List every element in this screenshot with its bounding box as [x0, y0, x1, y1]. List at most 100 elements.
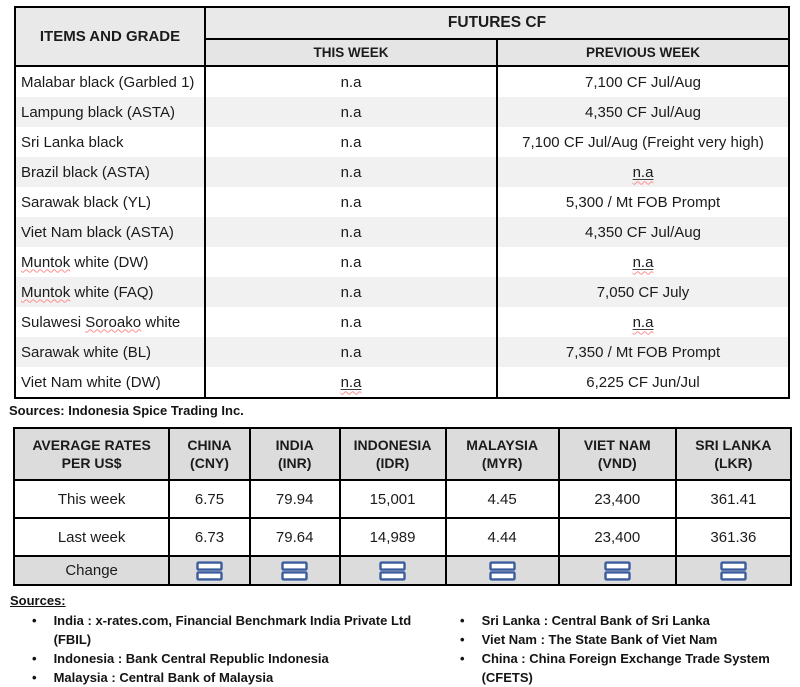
no-change-equals-icon — [281, 560, 308, 581]
change-row: Change — [12, 555, 793, 586]
no-change-equals-icon — [720, 560, 747, 581]
item-text: white (DW) — [70, 253, 149, 271]
this-week-value: n.a — [205, 307, 498, 337]
table-row: Muntok white (DW) n.a n.a — [14, 247, 790, 277]
this-week-value: n.a — [205, 337, 498, 367]
rate-value: 23,400 — [557, 517, 677, 557]
previous-week-value: n.a — [497, 157, 790, 187]
rate-value: 4.44 — [444, 517, 560, 557]
table-row: Viet Nam black (ASTA) n.a 4,350 CF Jul/A… — [14, 217, 790, 247]
item-text: white — [141, 313, 181, 331]
item-text: Malabar black (Garbled 1) — [21, 73, 195, 91]
list-item: India : x-rates.com, Financial Benchmark… — [10, 611, 438, 649]
futures-source-note: Sources: Indonesia Spice Trading Inc. — [9, 403, 244, 418]
item-name: Sri Lanka black — [14, 127, 206, 157]
column-header-india: INDIA (INR) — [248, 427, 341, 481]
rate-value: 15,001 — [338, 479, 447, 519]
this-week-value: n.a — [205, 187, 498, 217]
change-cell — [557, 555, 677, 586]
list-item: Sri Lanka : Central Bank of Sri Lanka — [438, 611, 792, 630]
footer-sources: Sources: India : x-rates.com, Financial … — [10, 593, 792, 687]
item-text: Viet Nam black (ASTA) — [21, 223, 174, 241]
list-item: China : China Foreign Exchange Trade Sys… — [438, 649, 792, 687]
rate-value: 79.94 — [248, 479, 341, 519]
item-text: white (FAQ) — [70, 283, 154, 301]
this-week-header: THIS WEEK — [204, 38, 498, 67]
futures-cf-header: FUTURES CF — [204, 6, 790, 40]
this-week-value: n.a — [205, 277, 498, 307]
sources-right-column: Sri Lanka : Central Bank of Sri Lanka Vi… — [438, 611, 792, 687]
no-change-equals-icon — [196, 560, 223, 581]
no-change-equals-icon — [488, 560, 516, 581]
rate-value: 6.75 — [168, 479, 251, 519]
previous-week-value: 5,300 / Mt FOB Prompt — [497, 187, 790, 217]
table-row: Viet Nam white (DW) n.a 6,225 CF Jun/Jul — [14, 367, 790, 399]
this-week-value: n.a — [205, 217, 498, 247]
sources-title: Sources: — [10, 593, 66, 608]
item-name: Lampung black (ASTA) — [14, 97, 206, 127]
change-cell — [674, 555, 793, 586]
item-name: Sarawak black (YL) — [14, 187, 206, 217]
this-week-value: n.a — [205, 66, 498, 97]
sources-left-column: India : x-rates.com, Financial Benchmark… — [10, 611, 438, 687]
rate-value: 23,400 — [557, 479, 677, 519]
previous-week-value: 4,350 CF Jul/Aug — [497, 97, 790, 127]
futures-table: ITEMS AND GRADE FUTURES CF THIS WEEK PRE… — [14, 6, 790, 399]
average-rates-table: AVERAGE RATES PER US$ CHINA (CNY) INDIA (I… — [12, 427, 793, 586]
table-row: Brazil black (ASTA) n.a n.a — [14, 157, 790, 187]
no-change-equals-icon — [604, 560, 631, 581]
no-change-equals-icon — [379, 560, 406, 581]
previous-week-header: PREVIOUS WEEK — [496, 38, 790, 67]
table-row: Sarawak white (BL) n.a 7,350 / Mt FOB Pr… — [14, 337, 790, 367]
item-text: Sulawesi — [21, 313, 86, 331]
item-misspelled-text: Muntok — [21, 253, 71, 271]
item-text: Sarawak black (YL) — [21, 193, 152, 211]
table-row: Malabar black (Garbled 1) n.a 7,100 CF J… — [14, 66, 790, 97]
column-header-indonesia: INDONESIA (IDR) — [338, 427, 447, 481]
item-name: Viet Nam white (DW) — [14, 367, 206, 399]
last-week-row: Last week 6.73 79.64 14,989 4.44 23,400 … — [12, 517, 793, 557]
table-row: Lampung black (ASTA) n.a 4,350 CF Jul/Au… — [14, 97, 790, 127]
rate-value: 6.73 — [168, 517, 251, 557]
this-week-row: This week 6.75 79.94 15,001 4.45 23,400 … — [12, 479, 793, 519]
this-week-value: n.a — [205, 157, 498, 187]
previous-week-value: n.a — [497, 247, 790, 277]
this-week-value: n.a — [205, 367, 498, 399]
this-week-value: n.a — [205, 247, 498, 277]
item-text: Sri Lanka black — [21, 133, 124, 151]
change-cell — [168, 555, 251, 586]
change-cell — [444, 555, 560, 586]
previous-week-value: n.a — [497, 307, 790, 337]
column-header-china: CHINA (CNY) — [168, 427, 251, 481]
item-text: Sarawak white (BL) — [21, 343, 152, 361]
item-name: Viet Nam black (ASTA) — [14, 217, 206, 247]
rate-value: 14,989 — [338, 517, 447, 557]
previous-week-value: 7,350 / Mt FOB Prompt — [497, 337, 790, 367]
row-label: Last week — [12, 517, 171, 557]
item-name: Sarawak white (BL) — [14, 337, 206, 367]
table-row: Muntok white (FAQ) n.a 7,050 CF July — [14, 277, 790, 307]
table-row: Sulawesi Soroako white n.a n.a — [14, 307, 790, 337]
item-text: Viet Nam white (DW) — [21, 373, 161, 391]
rates-header-row: AVERAGE RATES PER US$ CHINA (CNY) INDIA (I… — [12, 427, 793, 481]
rate-value: 4.45 — [444, 479, 560, 519]
item-name: Sulawesi Soroako white — [14, 307, 206, 337]
table-row: Sarawak black (YL) n.a 5,300 / Mt FOB Pr… — [14, 187, 790, 217]
previous-week-value: 6,225 CF Jun/Jul — [497, 367, 790, 399]
list-item: Malaysia : Central Bank of Malaysia — [10, 668, 438, 687]
item-misspelled-text: Soroako — [85, 313, 142, 331]
average-rates-header: AVERAGE RATES PER US$ — [12, 427, 171, 481]
item-misspelled-text: Muntok — [21, 283, 71, 301]
this-week-value: n.a — [205, 127, 498, 157]
change-cell — [248, 555, 341, 586]
list-item: Viet Nam : The State Bank of Viet Nam — [438, 630, 792, 649]
this-week-value: n.a — [205, 97, 498, 127]
row-label: This week — [12, 479, 171, 519]
rate-value: 79.64 — [248, 517, 341, 557]
change-cell — [338, 555, 447, 586]
items-and-grade-header: ITEMS AND GRADE — [14, 6, 206, 67]
item-name: Muntok white (DW) — [14, 247, 206, 277]
row-label: Change — [12, 555, 171, 586]
previous-week-value: 7,050 CF July — [497, 277, 790, 307]
